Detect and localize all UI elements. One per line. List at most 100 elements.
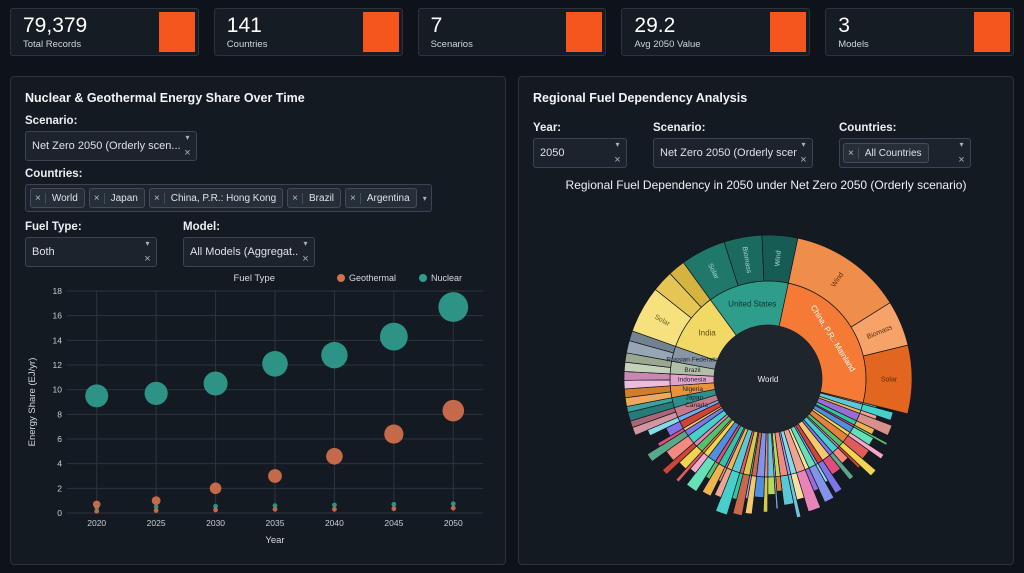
model-dropdown[interactable]: All Models (Aggregat... ▾ × [183,237,315,267]
chip-remove-icon[interactable]: × [90,192,105,204]
svg-text:Year: Year [265,535,284,546]
stat-accent-block [770,12,807,52]
chevron-down-icon[interactable]: ▾ [615,140,620,149]
stat-label: Models [838,39,869,50]
stat-card-countries: 141 Countries [213,8,403,56]
svg-text:6: 6 [57,434,62,444]
svg-text:8: 8 [57,409,62,419]
chip-label: All Countries [864,147,922,159]
year-label: Year: [533,122,562,134]
svg-text:Nigeria: Nigeria [682,386,703,393]
fuel-type-label: Fuel Type: [25,221,82,233]
svg-text:Biomass: Biomass [741,246,753,274]
panel-fuel-dependency: Regional Fuel Dependency Analysis Year: … [518,76,1014,565]
chip-label: World [51,192,78,204]
stat-card-scenarios: 7 Scenarios [417,8,607,56]
svg-text:2025: 2025 [147,518,166,528]
svg-text:Wind: Wind [774,250,782,267]
chip-remove-icon[interactable]: × [150,192,165,204]
stat-value: 29.2 [634,14,676,37]
svg-text:Brazil: Brazil [684,367,701,374]
svg-text:India: India [698,329,716,338]
stat-label: Avg 2050 Value [634,39,701,50]
chevron-down-icon[interactable]: ▾ [959,140,964,149]
chip-label: Argentina [366,192,410,204]
stat-accent-block [158,12,195,52]
clear-icon[interactable]: × [184,147,191,159]
chevron-down-icon[interactable]: ▾ [185,133,190,142]
svg-text:2050: 2050 [444,518,463,528]
stat-card-models: 3 Models [825,8,1014,56]
svg-text:Indonesia: Indonesia [678,377,707,384]
svg-text:16: 16 [53,311,63,321]
stat-accent-block [362,12,399,52]
stat-value: 7 [430,14,443,37]
stats-row: 79,379 Total Records 141 Countries 7 Sce… [0,0,1024,62]
svg-text:10: 10 [53,385,63,395]
panel-title: Regional Fuel Dependency Analysis [533,91,748,105]
chip-remove-icon[interactable]: × [346,192,361,204]
stat-accent-block [566,12,603,52]
svg-text:2035: 2035 [266,518,285,528]
chip-remove-icon[interactable]: × [31,192,46,204]
country-chip[interactable]: × Brazil [287,188,342,208]
chevron-down-icon[interactable]: ▾ [145,239,150,248]
clear-icon[interactable]: × [800,154,807,166]
svg-text:2: 2 [57,483,62,493]
svg-text:Energy Share (EJ/yr): Energy Share (EJ/yr) [27,358,38,447]
stat-label: Total Records [23,39,82,50]
fuel-type-dropdown[interactable]: Both ▾ × [25,237,157,267]
svg-text:2040: 2040 [325,518,344,528]
clear-icon[interactable]: × [144,253,151,265]
clear-icon[interactable]: × [614,154,621,166]
chip-label: Japan [110,192,138,204]
clear-icon[interactable]: × [302,253,309,265]
panels: Nuclear & Geothermal Energy Share Over T… [0,76,1024,565]
svg-text:14: 14 [53,335,63,345]
stat-value: 79,379 [23,14,88,37]
chip-remove-icon[interactable]: × [844,147,859,159]
country-chip[interactable]: × All Countries [843,143,929,163]
country-chip[interactable]: × Argentina [345,188,417,208]
stat-card-avg-2050: 29.2 Avg 2050 Value [621,8,811,56]
country-chip[interactable]: × World [30,188,85,208]
svg-text:0: 0 [57,508,62,518]
chip-label: China, P.R.: Hong Kong [170,192,277,204]
countries-label: Countries: [25,168,83,180]
countries-multiselect[interactable]: × World × Japan × China, P.R.: Hong Kong × Braz… [25,184,432,212]
chevron-down-icon[interactable]: ▾ [422,193,427,203]
country-chip[interactable]: × China, P.R.: Hong Kong [148,188,284,208]
countries-dropdown[interactable]: × All Countries ▾ × [839,138,971,168]
chip-remove-icon[interactable]: × [288,192,304,204]
bubble-chart[interactable]: 0 2 4 6 8 10 12 14 16 18 2020 2025 2030 2035 2040 2045 2… [25,267,495,549]
scenario-dropdown[interactable]: Net Zero 2050 (Orderly scen... ▾ × [653,138,813,168]
scenario-value: Net Zero 2050 (Orderly scen... [32,140,181,152]
svg-text:Nuclear: Nuclear [431,273,462,283]
model-label: Model: [183,221,221,233]
svg-text:United States: United States [728,300,776,309]
svg-text:4: 4 [57,459,62,469]
svg-text:2030: 2030 [206,518,225,528]
svg-text:Solar: Solar [881,376,898,383]
scenario-dropdown[interactable]: Net Zero 2050 (Orderly scen... ▾ × [25,131,197,161]
fuel-type-value: Both [32,246,55,258]
svg-text:Fuel Type: Fuel Type [233,273,275,284]
scenario-label: Scenario: [25,115,78,127]
svg-text:2045: 2045 [384,518,403,528]
stat-accent-block [973,12,1010,52]
stat-value: 141 [226,14,262,37]
stat-card-total-records: 79,379 Total Records [10,8,199,56]
country-chip[interactable]: × Japan [88,188,145,208]
year-dropdown[interactable]: 2050 ▾ × [533,138,627,168]
clear-icon[interactable]: × [958,154,965,166]
chevron-down-icon[interactable]: ▾ [801,140,806,149]
svg-text:12: 12 [53,360,63,370]
scenario-label: Scenario: [653,122,706,134]
chip-label: Brazil [309,192,335,204]
countries-label: Countries: [839,122,897,134]
chevron-down-icon[interactable]: ▾ [303,239,308,248]
chart-title: Regional Fuel Dependency in 2050 under N… [565,178,967,192]
svg-text:Japan: Japan [685,394,703,401]
scenario-value: Net Zero 2050 (Orderly scen... [660,147,797,159]
